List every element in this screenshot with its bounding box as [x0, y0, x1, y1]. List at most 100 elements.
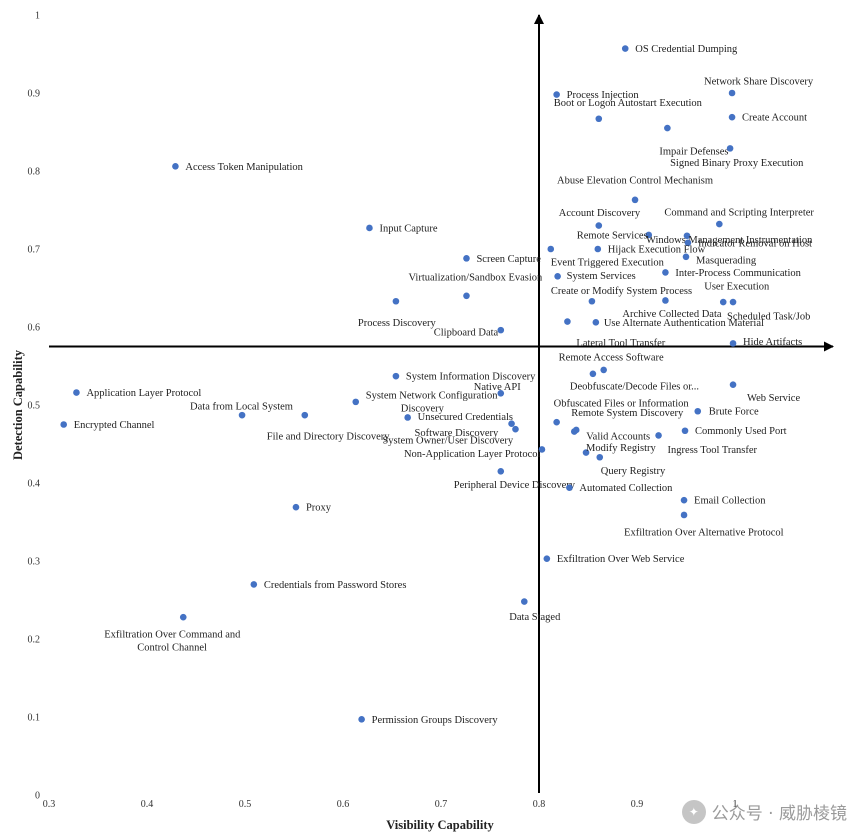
- data-point-label: Web Service: [747, 393, 800, 404]
- y-tick-label: 0.2: [28, 635, 41, 646]
- data-point-label: OS Credential Dumping: [635, 44, 738, 55]
- data-point-label: Scheduled Task/Job: [727, 312, 810, 323]
- data-point: [366, 224, 373, 232]
- data-point-label: Deobfuscate/Decode Files or...: [570, 381, 699, 392]
- data-point: [554, 273, 561, 280]
- data-point: [547, 245, 555, 253]
- y-tick-label: 0.1: [28, 713, 41, 724]
- data-point-label: Abuse Elevation Control Mechanism: [557, 175, 713, 186]
- data-point: [716, 220, 723, 228]
- data-point: [682, 253, 690, 261]
- data-point: [694, 407, 702, 415]
- data-point-label: Archive Collected Data: [622, 309, 721, 320]
- data-point-label: Create or Modify System Process: [551, 286, 692, 297]
- data-point: [655, 432, 662, 439]
- wechat-icon: ✦: [681, 799, 706, 824]
- data-point: [392, 372, 400, 380]
- data-point-label: Virtualization/Sandbox Evasion: [408, 272, 543, 283]
- watermark: ✦ 公众号 · 威胁棱镜: [681, 799, 847, 824]
- data-point-label: Screen Capture: [476, 254, 541, 265]
- data-point-label: Permission Groups Discovery: [372, 715, 499, 726]
- data-point: [73, 389, 80, 396]
- data-point: [684, 239, 692, 247]
- data-point: [392, 297, 400, 305]
- data-point: [582, 449, 590, 456]
- y-tick-label: 0.6: [28, 323, 41, 334]
- data-point-label: Exfiltration Over Alternative Protocol: [624, 527, 784, 538]
- y-tick-label: 0.3: [28, 557, 41, 568]
- y-tick-label: 0.7: [28, 245, 41, 256]
- data-point: [543, 555, 551, 562]
- x-axis-title: Visibility Capability: [386, 818, 494, 832]
- data-point: [662, 297, 669, 304]
- y-tick-label: 1: [35, 11, 40, 22]
- data-point: [726, 145, 734, 152]
- data-point-label: System Network Configuration Discovery: [366, 390, 499, 414]
- data-point-label: Input Capture: [379, 223, 437, 234]
- data-point-label: Clipboard Data: [434, 328, 499, 339]
- y-tick-label: 0.4: [28, 479, 41, 490]
- data-point-label: Proxy: [306, 503, 332, 514]
- data-point-label: Commonly Used Port: [695, 426, 787, 437]
- data-point-label: Signed Binary Proxy Execution: [670, 158, 804, 169]
- data-point: [553, 418, 560, 426]
- x-tick-label: 0.7: [435, 799, 448, 810]
- data-point: [538, 446, 546, 453]
- data-point-label: Software Discovery: [415, 428, 499, 439]
- x-tick-label: 0.9: [631, 799, 644, 810]
- data-point-label: Remote Services: [577, 230, 648, 241]
- data-point-label: Exfiltration Over Web Service: [557, 554, 685, 565]
- data-point: [358, 716, 365, 723]
- data-point: [728, 89, 736, 97]
- data-point: [595, 115, 603, 123]
- data-point: [553, 91, 560, 98]
- data-point-label: Remote System Discovery: [571, 408, 684, 419]
- data-point: [592, 319, 600, 326]
- data-point: [681, 427, 689, 435]
- data-point: [600, 366, 607, 374]
- data-point: [60, 421, 67, 428]
- data-point-label: Remote Access Software: [559, 352, 664, 363]
- data-point: [172, 163, 179, 170]
- data-point: [292, 503, 300, 511]
- data-point: [566, 484, 573, 491]
- data-point: [728, 113, 736, 121]
- data-point-label: Ingress Tool Transfer: [668, 445, 758, 456]
- data-point: [589, 370, 597, 378]
- data-point: [588, 297, 596, 305]
- data-point: [645, 231, 653, 239]
- data-point: [301, 411, 309, 419]
- data-point: [631, 196, 639, 204]
- data-point: [179, 613, 187, 621]
- data-point-label: Indicator Removal on Host: [698, 238, 812, 249]
- data-point: [662, 269, 669, 276]
- data-point-label: Process Injection: [567, 90, 640, 101]
- data-point-label: Encrypted Channel: [74, 420, 155, 431]
- watermark-text: 公众号 · 威胁棱镜: [711, 804, 847, 824]
- x-tick-label: 0.3: [43, 799, 56, 810]
- data-point: [497, 326, 505, 334]
- data-point-label: Hijack Execution Flow: [608, 245, 706, 256]
- x-tick-label: 0.5: [239, 799, 252, 810]
- data-point: [521, 598, 528, 605]
- y-tick-label: 0.5: [28, 401, 41, 412]
- x-tick-label: 0.4: [141, 799, 154, 810]
- data-point-label: Automated Collection: [579, 483, 673, 494]
- data-point-label: Data Staged: [509, 612, 561, 623]
- data-point-label: Process Discovery: [358, 318, 437, 329]
- data-point: [664, 124, 671, 132]
- data-point-label: System Owner/User Discovery: [382, 436, 513, 447]
- data-point: [564, 318, 571, 325]
- data-point: [250, 581, 258, 588]
- data-point-label: Use Alternate Authentication Material: [604, 318, 764, 329]
- data-point-label: Create Account: [742, 113, 807, 124]
- x-tick-label: 1: [733, 799, 738, 810]
- data-point: [463, 292, 470, 300]
- data-point-label: Brute Force: [709, 407, 759, 418]
- x-tick-label: 0.8: [533, 799, 546, 810]
- data-point-label: File and Directory Discovery: [267, 432, 391, 443]
- data-point-label: Hide Artifacts: [743, 337, 802, 348]
- data-point: [729, 340, 737, 347]
- data-point: [621, 45, 629, 52]
- data-point-label: Boot or Logon Autostart Execution: [554, 98, 703, 109]
